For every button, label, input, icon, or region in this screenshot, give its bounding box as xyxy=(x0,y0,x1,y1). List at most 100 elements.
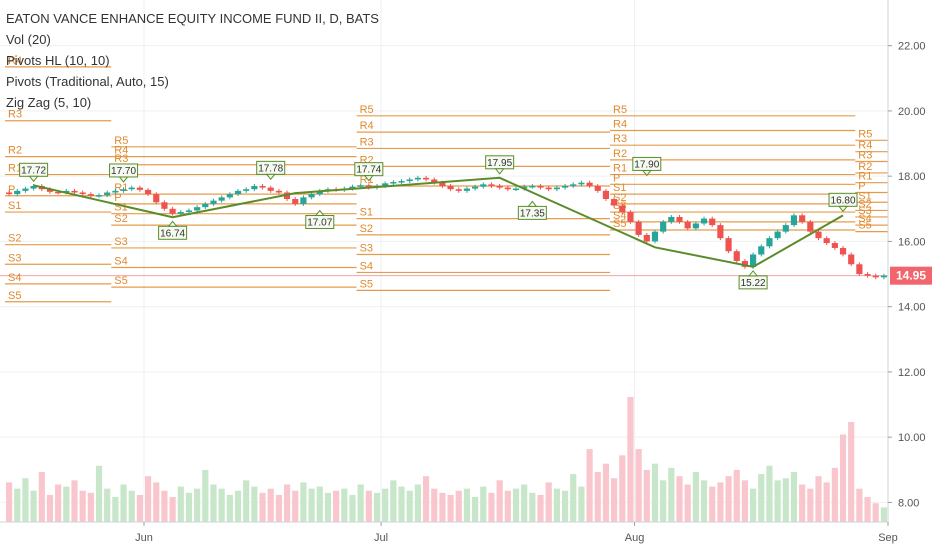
candle-body[interactable] xyxy=(578,182,585,185)
candle-body[interactable] xyxy=(848,254,855,265)
candle-body[interactable] xyxy=(774,231,781,239)
candle-body[interactable] xyxy=(243,189,250,191)
candle-body[interactable] xyxy=(120,189,127,191)
candle-body[interactable] xyxy=(153,194,160,203)
candle-body[interactable] xyxy=(6,192,13,195)
candle-body[interactable] xyxy=(46,189,54,192)
candle-body[interactable] xyxy=(414,177,421,180)
candle-body[interactable] xyxy=(472,186,479,189)
candle-body[interactable] xyxy=(856,264,863,275)
candle-body[interactable] xyxy=(382,183,389,186)
candle-body[interactable] xyxy=(112,190,119,193)
candle-body[interactable] xyxy=(586,182,593,186)
candle-body[interactable] xyxy=(790,215,798,226)
candle-body[interactable] xyxy=(316,190,323,195)
candle-body[interactable] xyxy=(872,275,879,278)
candle-body[interactable] xyxy=(619,205,626,213)
candle-body[interactable] xyxy=(390,182,397,184)
candle-body[interactable] xyxy=(447,185,454,190)
candle-body[interactable] xyxy=(758,246,765,255)
candle-body[interactable] xyxy=(651,231,659,242)
candle-body[interactable] xyxy=(553,187,560,190)
candle-body[interactable] xyxy=(741,261,749,267)
candle-body[interactable] xyxy=(815,231,822,239)
candle-body[interactable] xyxy=(684,221,691,229)
candle-body[interactable] xyxy=(218,197,225,201)
candle-body[interactable] xyxy=(300,197,307,204)
candle-body[interactable] xyxy=(733,251,740,261)
candle-body[interactable] xyxy=(611,199,618,206)
candle-body[interactable] xyxy=(700,218,708,224)
candle-body[interactable] xyxy=(14,190,21,195)
candle-body[interactable] xyxy=(643,234,650,242)
candle-body[interactable] xyxy=(63,190,70,193)
candle-body[interactable] xyxy=(807,221,814,232)
candle-body[interactable] xyxy=(267,187,274,191)
candle-body[interactable] xyxy=(750,254,757,267)
candle-body[interactable] xyxy=(709,218,716,226)
candle-body[interactable] xyxy=(169,208,176,214)
candle-body[interactable] xyxy=(529,185,536,188)
candle-body[interactable] xyxy=(275,190,282,193)
candle-body[interactable] xyxy=(292,199,299,204)
candle-body[interactable] xyxy=(406,179,413,182)
candle-body[interactable] xyxy=(692,223,699,229)
candle-body[interactable] xyxy=(202,203,209,208)
candle-body[interactable] xyxy=(136,187,143,190)
candle-body[interactable] xyxy=(504,187,511,190)
candle-body[interactable] xyxy=(521,186,528,189)
candle-body[interactable] xyxy=(226,194,233,198)
candle-body[interactable] xyxy=(431,179,438,183)
candle-body[interactable] xyxy=(570,184,577,186)
candle-body[interactable] xyxy=(22,188,29,191)
candle-body[interactable] xyxy=(537,185,544,188)
candle-body[interactable] xyxy=(561,185,569,188)
candle-body[interactable] xyxy=(422,177,430,180)
candle-body[interactable] xyxy=(668,216,675,222)
candle-body[interactable] xyxy=(439,182,446,186)
candle-body[interactable] xyxy=(144,189,152,195)
candle-body[interactable] xyxy=(831,243,838,248)
candle-body[interactable] xyxy=(55,191,62,194)
candle-body[interactable] xyxy=(545,187,552,190)
candle-body[interactable] xyxy=(766,238,773,247)
candle-body[interactable] xyxy=(627,212,634,222)
candle-body[interactable] xyxy=(104,192,111,196)
candle-body[interactable] xyxy=(234,190,242,195)
candle-body[interactable] xyxy=(725,238,732,252)
candle-body[interactable] xyxy=(823,238,830,244)
candle-body[interactable] xyxy=(161,202,168,209)
candle-body[interactable] xyxy=(185,210,193,213)
candle-body[interactable] xyxy=(512,188,520,191)
candle-body[interactable] xyxy=(660,221,667,232)
candle-body[interactable] xyxy=(357,185,364,187)
candle-body[interactable] xyxy=(194,207,201,211)
candle-body[interactable] xyxy=(128,187,135,190)
candle-body[interactable] xyxy=(259,185,266,188)
candle-body[interactable] xyxy=(71,190,78,193)
candle-body[interactable] xyxy=(496,185,503,188)
candle-body[interactable] xyxy=(87,194,94,196)
candle-body[interactable] xyxy=(799,215,806,222)
candle-body[interactable] xyxy=(717,225,724,239)
candle-body[interactable] xyxy=(365,185,372,188)
candle-body[interactable] xyxy=(210,200,217,204)
candle-body[interactable] xyxy=(602,190,610,200)
candle-body[interactable] xyxy=(79,192,86,195)
candle-body[interactable] xyxy=(676,216,683,222)
candle-body[interactable] xyxy=(480,184,487,187)
candle-body[interactable] xyxy=(839,247,847,255)
candle-body[interactable] xyxy=(455,189,462,191)
candle-body[interactable] xyxy=(594,185,601,191)
candle-body[interactable] xyxy=(308,194,315,198)
candle-body[interactable] xyxy=(251,185,258,190)
candle-body[interactable] xyxy=(30,185,37,189)
candle-body[interactable] xyxy=(177,212,184,214)
candle-body[interactable] xyxy=(463,188,471,191)
candle-body[interactable] xyxy=(95,195,103,197)
candle-body[interactable] xyxy=(349,186,356,189)
candle-body[interactable] xyxy=(864,274,871,276)
candle-body[interactable] xyxy=(398,181,405,183)
candle-body[interactable] xyxy=(635,221,642,235)
